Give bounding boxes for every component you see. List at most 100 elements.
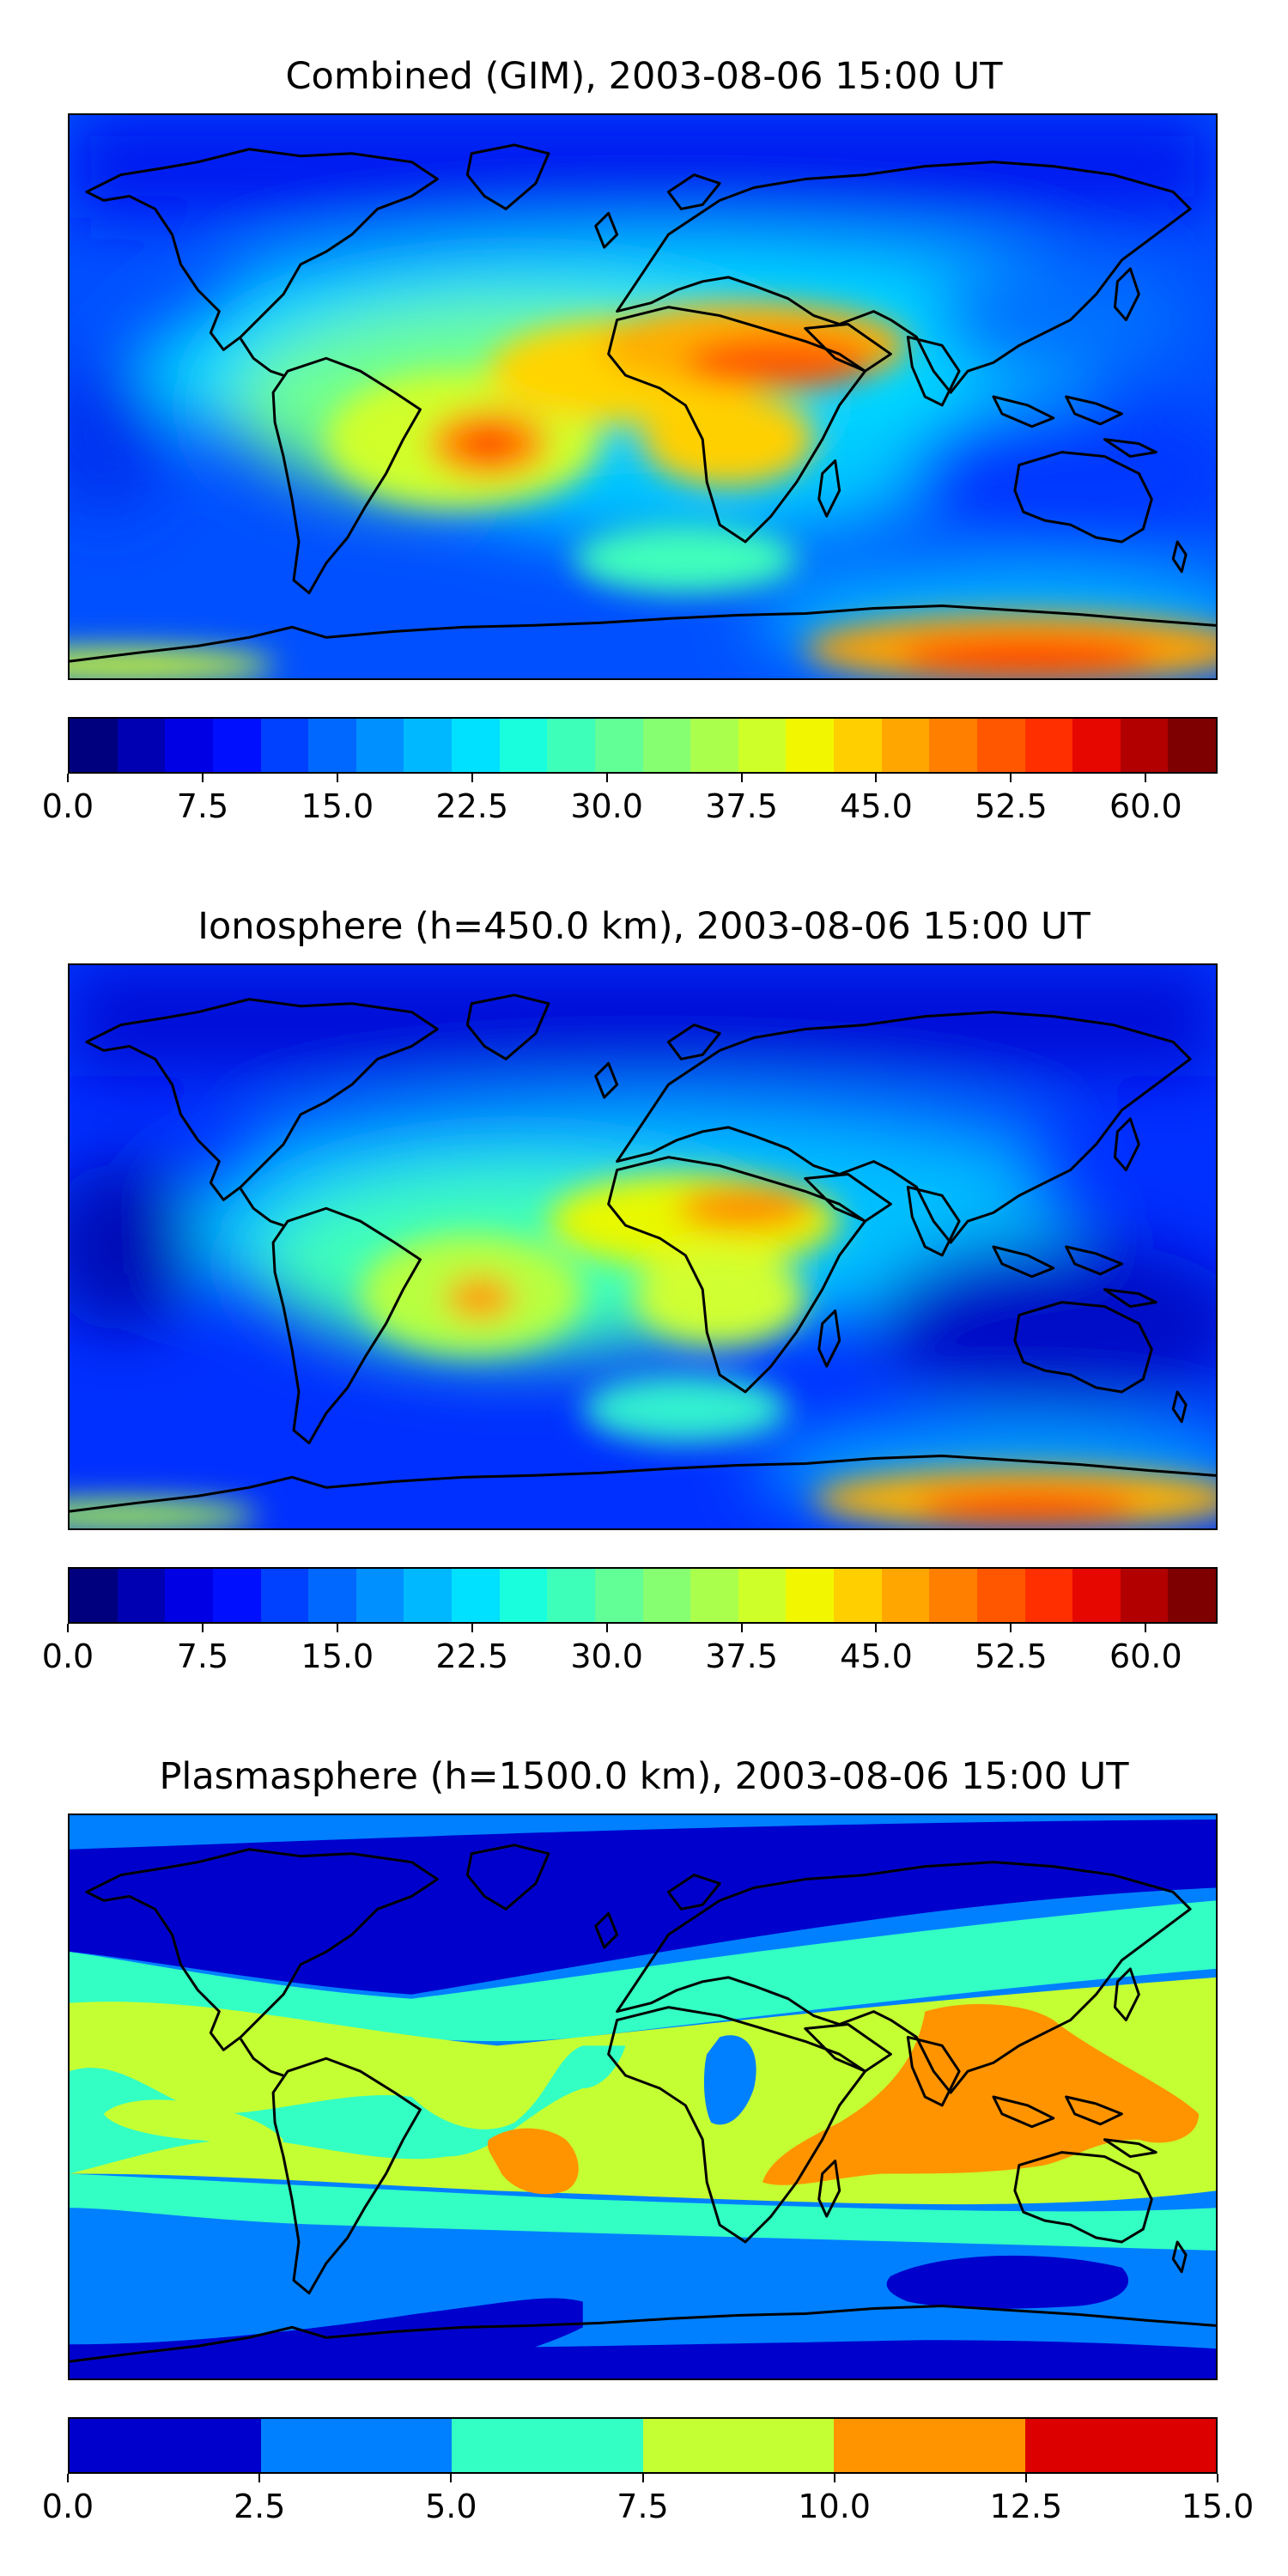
panel-2-colorbar <box>68 1567 1218 1624</box>
colorbar-1-segment-20 <box>976 719 1025 772</box>
colorbar-2-tick-mark <box>605 1624 608 1632</box>
colorbar-1-segment-21 <box>1024 719 1073 772</box>
colorbar-2-tick-mark <box>471 1624 473 1632</box>
colorbar-3-tick-label: 7.5 <box>617 2488 669 2525</box>
colorbar-3-segment-3 <box>452 2419 643 2472</box>
colorbar-3-tick-label: 12.5 <box>989 2488 1063 2525</box>
colorbar-2-segment-4 <box>212 1569 261 1622</box>
colorbar-2-segment-18 <box>881 1569 930 1622</box>
colorbar-2-tick-mark <box>67 1624 69 1632</box>
colorbar-2-tick-mark <box>1010 1624 1012 1632</box>
colorbar-1-segment-11 <box>547 719 595 772</box>
panel-3-heatmap <box>70 1815 1216 2379</box>
colorbar-2-segment-5 <box>260 1569 309 1622</box>
panel-1-heatmap <box>70 115 1216 678</box>
colorbar-3-tick-label: 5.0 <box>425 2488 477 2525</box>
panel-3-colorbar-ticks: 0.0 2.5 5.0 7.5 10.0 12.5 15.0 <box>42 2474 1254 2525</box>
colorbar-3-tick-label: 0.0 <box>41 2488 94 2525</box>
colorbar-2-tick-mark <box>336 1624 338 1632</box>
colorbar-3-tick-mark <box>450 2474 453 2482</box>
colorbar-1-segment-16 <box>786 719 834 772</box>
colorbar-2-segment-8 <box>404 1569 452 1622</box>
colorbar-3-tick-mark <box>1217 2474 1218 2482</box>
colorbar-1-segment-17 <box>834 719 882 772</box>
colorbar-1-tick-label: 45.0 <box>840 787 913 825</box>
colorbar-1-tick-label: 7.5 <box>176 787 229 825</box>
panel-1-map <box>68 113 1218 680</box>
colorbar-2-segment-17 <box>834 1569 882 1622</box>
colorbar-1-segment-2 <box>117 719 166 772</box>
colorbar-2-segment-2 <box>117 1569 166 1622</box>
colorbar-1-tick-mark <box>740 774 743 782</box>
colorbar-2-segment-12 <box>594 1569 643 1622</box>
colorbar-2-segment-23 <box>1120 1569 1169 1622</box>
panel-2-title: Ionosphere (h=450.0 km), 2003-08-06 15:0… <box>197 905 1091 948</box>
colorbar-1-segment-23 <box>1120 719 1169 772</box>
colorbar-1-segment-19 <box>929 719 977 772</box>
colorbar-1-tick-mark <box>67 774 69 782</box>
colorbar-3-segment-6 <box>1024 2419 1216 2472</box>
colorbar-2-segment-16 <box>786 1569 834 1622</box>
colorbar-2-tick-mark <box>1145 1624 1147 1632</box>
colorbar-2-segment-22 <box>1072 1569 1121 1622</box>
colorbar-1-tick-mark <box>1010 774 1012 782</box>
panel-1-colorbar-ticks: 0.0 7.5 15.0 22.5 30.0 37.5 45.0 52.5 60.0 <box>42 774 1218 825</box>
colorbar-1-segment-9 <box>452 719 500 772</box>
colorbar-1-tick-mark <box>605 774 608 782</box>
colorbar-1-segment-15 <box>738 719 787 772</box>
colorbar-2-segment-3 <box>165 1569 213 1622</box>
colorbar-1-tick-mark <box>201 774 204 782</box>
colorbar-1-segment-12 <box>594 719 643 772</box>
colorbar-1-segment-7 <box>355 719 404 772</box>
colorbar-1-segment-18 <box>881 719 930 772</box>
colorbar-2-segment-21 <box>1024 1569 1073 1622</box>
colorbar-1-segment-14 <box>690 719 738 772</box>
colorbar-2-tick-label: 0.0 <box>41 1637 94 1675</box>
colorbar-2-segment-14 <box>690 1569 738 1622</box>
colorbar-1-segment-1 <box>70 719 118 772</box>
colorbar-2-tick-mark <box>740 1624 743 1632</box>
colorbar-3-tick-mark <box>641 2474 644 2482</box>
colorbar-2-segment-19 <box>929 1569 977 1622</box>
colorbar-2-tick-label: 45.0 <box>840 1637 913 1675</box>
colorbar-1-segment-3 <box>165 719 213 772</box>
colorbar-1-segment-4 <box>212 719 261 772</box>
colorbar-3-segment-1 <box>70 2419 261 2472</box>
panel-3-title: Plasmasphere (h=1500.0 km), 2003-08-06 1… <box>159 1755 1129 1798</box>
panel-1-title: Combined (GIM), 2003-08-06 15:00 UT <box>285 55 1003 98</box>
colorbar-3-tick-label: 15.0 <box>1181 2488 1255 2525</box>
colorbar-2-segment-7 <box>355 1569 404 1622</box>
colorbar-1-tick-label: 22.5 <box>435 787 509 825</box>
panel-3-colorbar <box>68 2417 1218 2474</box>
panel-2-map <box>68 963 1218 1530</box>
colorbar-2-segment-13 <box>642 1569 691 1622</box>
colorbar-3-tick-label: 2.5 <box>233 2488 286 2525</box>
colorbar-1-tick-mark <box>875 774 878 782</box>
colorbar-2-tick-label: 30.0 <box>570 1637 643 1675</box>
colorbar-2-segment-24 <box>1168 1569 1216 1622</box>
panel-1-colorbar <box>68 717 1218 774</box>
colorbar-2-tick-label: 7.5 <box>176 1637 229 1675</box>
colorbar-3-tick-mark <box>67 2474 69 2482</box>
colorbar-1-segment-5 <box>260 719 309 772</box>
colorbar-3-segment-4 <box>642 2419 834 2472</box>
colorbar-2-tick-label: 15.0 <box>301 1637 374 1675</box>
panel-3-map <box>68 1814 1218 2380</box>
colorbar-1-segment-6 <box>308 719 356 772</box>
colorbar-1-segment-22 <box>1072 719 1121 772</box>
colorbar-1-segment-10 <box>499 719 548 772</box>
colorbar-1-tick-label: 0.0 <box>41 787 94 825</box>
colorbar-2-segment-11 <box>547 1569 595 1622</box>
colorbar-3-segment-2 <box>260 2419 452 2472</box>
colorbar-2-segment-9 <box>452 1569 500 1622</box>
colorbar-2-tick-label: 37.5 <box>705 1637 778 1675</box>
colorbar-2-segment-20 <box>976 1569 1025 1622</box>
colorbar-2-segment-10 <box>499 1569 548 1622</box>
colorbar-3-tick-mark <box>258 2474 261 2482</box>
colorbar-2-tick-mark <box>201 1624 204 1632</box>
colorbar-3-tick-mark <box>833 2474 835 2482</box>
colorbar-2-segment-15 <box>738 1569 787 1622</box>
colorbar-3-segment-5 <box>834 2419 1025 2472</box>
colorbar-2-tick-label: 22.5 <box>435 1637 509 1675</box>
colorbar-3-tick-label: 10.0 <box>798 2488 871 2525</box>
